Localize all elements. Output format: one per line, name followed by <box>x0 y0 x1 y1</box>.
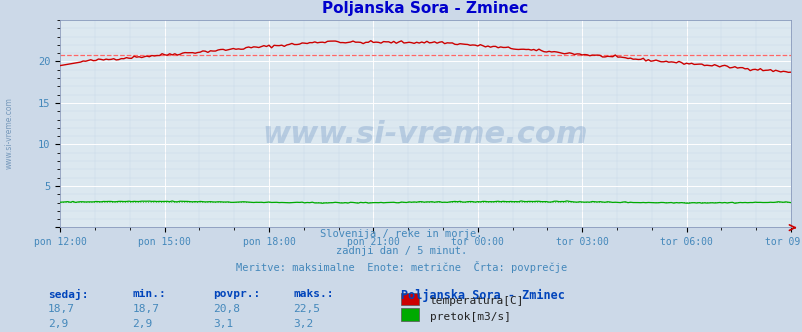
Text: Meritve: maksimalne  Enote: metrične  Črta: povprečje: Meritve: maksimalne Enote: metrične Črta… <box>236 261 566 273</box>
Text: povpr.:: povpr.: <box>213 289 260 299</box>
Text: 3,1: 3,1 <box>213 319 233 329</box>
Text: www.si-vreme.com: www.si-vreme.com <box>262 120 588 148</box>
Text: zadnji dan / 5 minut.: zadnji dan / 5 minut. <box>335 246 467 256</box>
Text: www.si-vreme.com: www.si-vreme.com <box>5 97 14 169</box>
Text: 20,8: 20,8 <box>213 304 240 314</box>
Text: 2,9: 2,9 <box>132 319 152 329</box>
Text: 18,7: 18,7 <box>48 304 75 314</box>
Text: 22,5: 22,5 <box>293 304 320 314</box>
Text: Slovenija / reke in morje.: Slovenija / reke in morje. <box>320 229 482 239</box>
Text: 2,9: 2,9 <box>48 319 68 329</box>
Text: 3,2: 3,2 <box>293 319 313 329</box>
Text: temperatura[C]: temperatura[C] <box>429 296 524 306</box>
Text: sedaj:: sedaj: <box>48 289 88 300</box>
Text: Poljanska Sora - Zminec: Poljanska Sora - Zminec <box>401 289 565 302</box>
Text: min.:: min.: <box>132 289 166 299</box>
Text: pretok[m3/s]: pretok[m3/s] <box>429 312 510 322</box>
Text: 18,7: 18,7 <box>132 304 160 314</box>
Text: maks.:: maks.: <box>293 289 333 299</box>
Title: Poljanska Sora - Zminec: Poljanska Sora - Zminec <box>322 1 528 16</box>
